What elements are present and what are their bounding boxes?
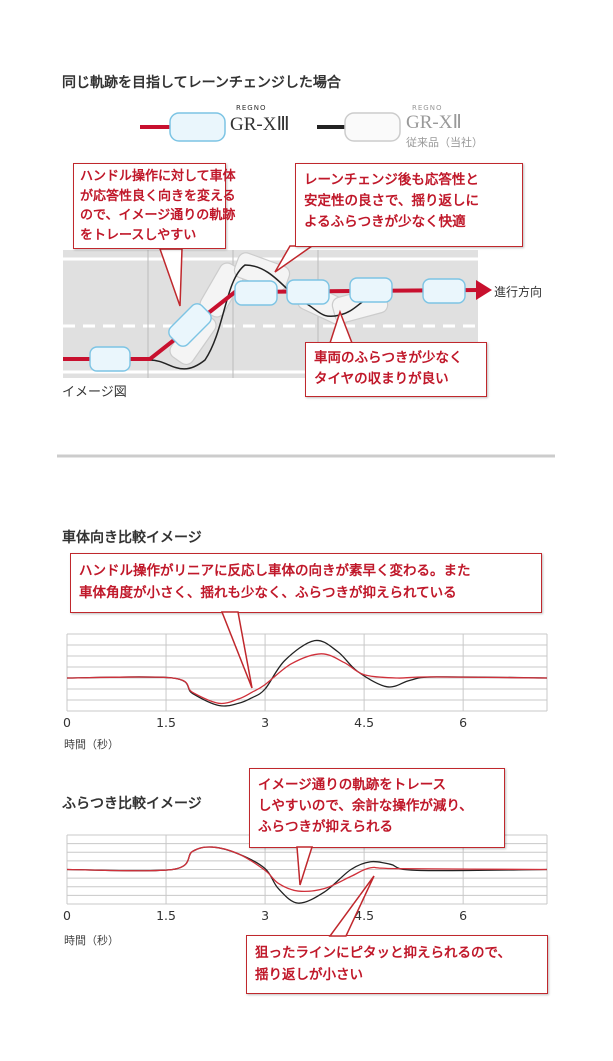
x-tick-label: 0 (63, 715, 71, 730)
section3-title: ふらつき比較イメージ (62, 796, 202, 812)
x-tick-label: 6 (459, 715, 468, 730)
x-tick-label: 1.5 (156, 908, 176, 923)
x-tick-label: 1.5 (156, 715, 176, 730)
callout-line: レーンチェンジ後も応答性と (304, 172, 479, 188)
callout-line: 車体角度が小さく、揺れも少なく、ふらつきが抑えられている (79, 585, 457, 601)
callout-line: イメージ通りの軌跡をトレース (258, 777, 447, 793)
x-tick-label: 0 (63, 908, 71, 923)
callout-return: 狙ったラインにピタッと抑えられるので、 揺り返しが小さい (246, 935, 548, 994)
callout-line: ハンドル操作に対して車体 (80, 169, 236, 184)
series-line-old (66, 639, 548, 707)
callout-stability: レーンチェンジ後も応答性と 安定性の良さで、揺り返しに よるふらつきが少なく快適 (295, 163, 523, 247)
legend-new-model: GR-XⅢ (230, 114, 290, 135)
callout-line: しやすいので、余計な操作が減り、 (258, 798, 473, 814)
callout-response: ハンドル操作に対して車体 が応答性良く向きを変える ので、イメージ通りの軌跡 を… (73, 163, 236, 249)
callout-line: が応答性良く向きを変える (80, 188, 236, 204)
legend-old-sub: 従来品（当社） (406, 136, 483, 149)
callout-trace: イメージ通りの軌跡をトレース しやすいので、余計な操作が減り、 ふらつきが抑えら… (249, 768, 505, 848)
legend-old-model: GR-XⅡ (406, 112, 462, 133)
callout-line: をトレースしやすい (80, 227, 197, 243)
callout-body-angle: ハンドル操作がリニアに反応し車体の向きが素早く変わる。また 車体角度が小さく、揺… (70, 553, 542, 613)
direction-arrow-icon (476, 280, 492, 300)
legend-old-car-icon (344, 112, 401, 142)
callout-line: ハンドル操作がリニアに反応し車体の向きが素早く変わる。また (79, 563, 471, 579)
chart1-xlabel: 時間（秒） (64, 738, 119, 751)
legend-old-brand: REGNO (412, 104, 443, 112)
callout-line: ふらつきが抑えられる (258, 819, 393, 835)
callout-tire: 車両のふらつきが少なく タイヤの収まりが良い (305, 342, 487, 397)
direction-label: 進行方向 (494, 285, 543, 299)
callout-line: 揺り返しが小さい (255, 967, 363, 983)
x-tick-label: 3 (261, 908, 270, 923)
section2-title: 車体向き比較イメージ (62, 530, 202, 546)
chart2-xlabel: 時間（秒） (64, 934, 119, 947)
x-tick-label: 4.5 (354, 908, 375, 923)
callout-line: よるふらつきが少なく快適 (304, 214, 466, 230)
callout-line: ので、イメージ通りの軌跡 (80, 208, 236, 223)
x-tick-label: 6 (459, 908, 468, 923)
section1-title: 同じ軌跡を目指してレーンチェンジした場合 (62, 75, 341, 91)
image-label: イメージ図 (62, 385, 127, 400)
callout-line: タイヤの収まりが良い (314, 371, 449, 387)
new-cars (89, 277, 466, 372)
series-line-new (66, 653, 548, 705)
callout-line: 車両のふらつきが少なく (314, 350, 463, 366)
series-line-new (66, 846, 548, 893)
old-trajectory (149, 264, 391, 370)
legend-new-brand: REGNO (236, 104, 267, 112)
legend-new-car-icon (169, 112, 226, 142)
callout-line: 安定性の良さで、揺り返しに (304, 193, 479, 209)
series-line-old (66, 846, 548, 904)
callout-line: 狙ったラインにピタッと抑えられるので、 (255, 945, 511, 961)
x-tick-label: 4.5 (354, 715, 375, 730)
x-tick-label: 3 (261, 715, 270, 730)
